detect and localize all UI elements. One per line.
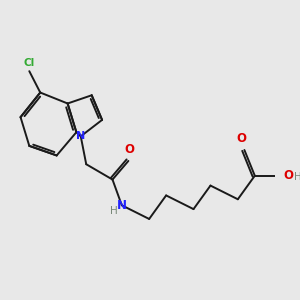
Text: O: O bbox=[284, 169, 293, 182]
Text: H: H bbox=[294, 172, 300, 182]
Text: N: N bbox=[76, 131, 86, 141]
Text: Cl: Cl bbox=[24, 58, 35, 68]
Text: O: O bbox=[237, 132, 247, 145]
Text: H: H bbox=[110, 206, 118, 216]
Text: O: O bbox=[124, 143, 134, 156]
Text: N: N bbox=[117, 199, 127, 212]
